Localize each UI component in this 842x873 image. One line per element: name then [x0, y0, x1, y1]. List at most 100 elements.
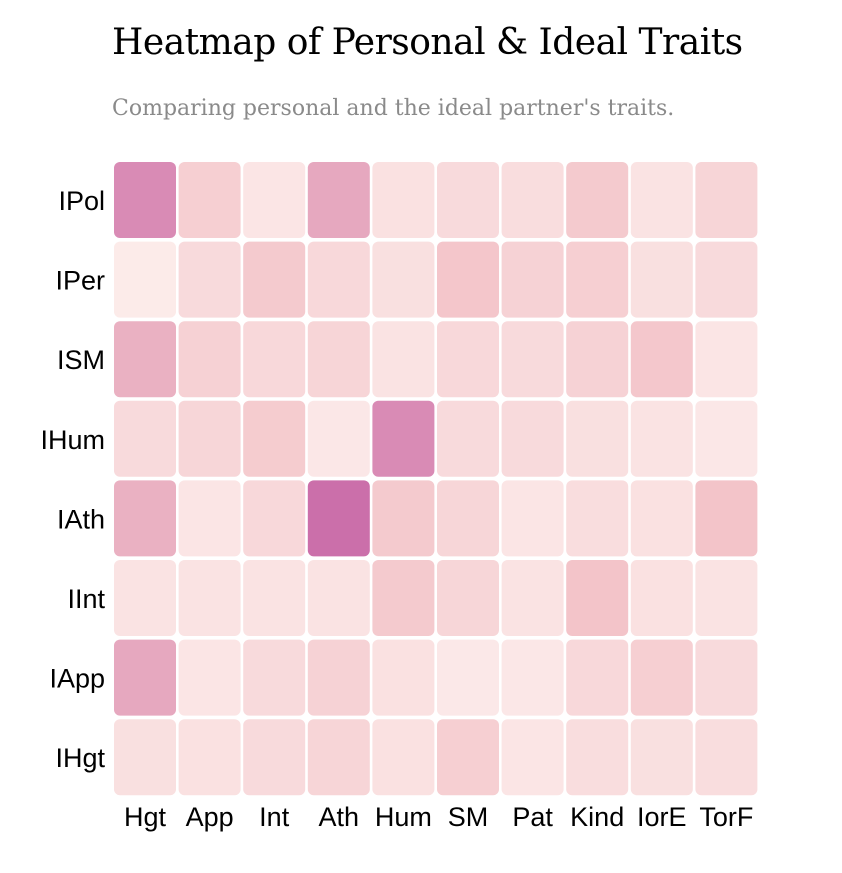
heatmap-cell-IPer-Ath — [307, 241, 370, 318]
heatmap-cell-IPer-Pat — [501, 241, 564, 318]
heatmap-cell-IInt-Int — [243, 560, 306, 636]
heatmap-cell-IAth-SM — [437, 480, 499, 557]
heatmap-cell-IHgt-IorE — [630, 719, 693, 796]
y-axis-labels: IPol IPer ISM IHum IAth IInt IApp IHgt — [40, 186, 105, 773]
heatmap-cell-IHgt-Hgt — [114, 719, 176, 796]
heatmap-cell-IAth-Int — [243, 480, 306, 557]
heatmap-cell-ISM-Ath — [307, 321, 370, 398]
heatmap-cell-IPol-IorE — [630, 162, 693, 238]
x-tick-label: IorE — [637, 802, 687, 832]
heatmap-cell-IPol-Int — [243, 162, 306, 238]
x-tick-label: Hgt — [124, 802, 167, 832]
heatmap-cell-IInt-Hum — [372, 560, 435, 636]
chart-subtitle: Comparing personal and the ideal partner… — [112, 96, 675, 121]
heatmap-cell-IApp-Ath — [307, 639, 370, 716]
heatmap-cell-IApp-Kind — [566, 639, 629, 716]
heatmap-cell-IHgt-Ath — [307, 719, 370, 796]
heatmap-cell-IHum-Int — [243, 400, 306, 477]
heatmap-cell-ISM-Int — [243, 321, 306, 398]
heatmap-cell-IApp-Hgt — [114, 639, 176, 716]
heatmap-cell-IHum-Kind — [566, 400, 629, 477]
heatmap-cell-IAth-Kind — [566, 480, 629, 557]
heatmap-cell-IPer-TorF — [695, 241, 758, 318]
heatmap-cell-IApp-SM — [437, 639, 499, 716]
heatmap-cell-IApp-Int — [243, 639, 306, 716]
heatmap-cell-IPer-Hgt — [114, 241, 176, 318]
x-tick-label: Pat — [512, 802, 553, 832]
heatmap-cell-IHum-Hgt — [114, 400, 176, 477]
heatmap-cell-ISM-Hum — [372, 321, 435, 398]
heatmap-cell-ISM-App — [178, 321, 241, 398]
heatmap-cell-ISM-TorF — [695, 321, 758, 398]
heatmap-cell-IApp-Hum — [372, 639, 435, 716]
x-tick-label: Ath — [319, 802, 360, 832]
heatmap-cell-ISM-IorE — [630, 321, 693, 398]
heatmap-cell-IAth-Pat — [501, 480, 564, 557]
y-tick-label: IAth — [57, 504, 105, 534]
heatmap-cell-IHum-TorF — [695, 400, 758, 477]
heatmap-cell-IPol-Hgt — [114, 162, 176, 238]
heatmap-cell-IPer-Hum — [372, 241, 435, 318]
x-axis-labels: Hgt App Int Ath Hum SM Pat Kind IorE TorF — [124, 802, 753, 832]
heatmap-cell-ISM-Pat — [501, 321, 564, 398]
heatmap-cell-IPol-Hum — [372, 162, 435, 238]
heatmap-cell-IApp-Pat — [501, 639, 564, 716]
y-tick-label: IHum — [40, 425, 105, 455]
heatmap-cell-IHgt-TorF — [695, 719, 758, 796]
heatmap-cell-IInt-Kind — [566, 560, 629, 636]
heatmap-cell-IHgt-Hum — [372, 719, 435, 796]
heatmap-cell-IAth-IorE — [630, 480, 693, 557]
heatmap-cell-IApp-IorE — [630, 639, 693, 716]
heatmap-cell-IInt-App — [178, 560, 241, 636]
y-tick-label: IPer — [55, 266, 105, 296]
heatmap-cell-IHum-App — [178, 400, 241, 477]
y-tick-label: ISM — [57, 345, 105, 375]
heatmap-cell-IPol-SM — [437, 162, 499, 238]
heatmap-cell-IHgt-Int — [243, 719, 306, 796]
heatmap-cell-IPer-Kind — [566, 241, 629, 318]
chart-title: Heatmap of Personal & Ideal Traits — [112, 22, 743, 63]
heatmap-cell-IInt-TorF — [695, 560, 758, 636]
heatmap-cell-IPol-Kind — [566, 162, 629, 238]
y-tick-label: IHgt — [55, 743, 105, 773]
heatmap-cell-ISM-Kind — [566, 321, 629, 398]
x-tick-label: App — [186, 802, 234, 832]
heatmap-cell-IApp-App — [178, 639, 241, 716]
heatmap-cell-IPol-App — [178, 162, 241, 238]
heatmap-cell-IInt-Pat — [501, 560, 564, 636]
heatmap-cell-IAth-Hum — [372, 480, 435, 557]
heatmap-cell-IPer-SM — [437, 241, 499, 318]
heatmap-cell-IAth-Ath — [307, 480, 370, 557]
x-tick-label: Kind — [570, 802, 624, 832]
heatmap-cell-IPer-App — [178, 241, 241, 318]
y-tick-label: IPol — [58, 186, 105, 216]
heatmap-cell-IHum-Pat — [501, 400, 564, 477]
heatmap-cell-IInt-IorE — [630, 560, 693, 636]
heatmap-cell-IPer-Int — [243, 241, 306, 318]
heatmap-cell-IPer-IorE — [630, 241, 693, 318]
heatmap-cell-IPol-Pat — [501, 162, 564, 238]
heatmap-cell-IAth-Hgt — [114, 480, 176, 557]
heatmap-cell-IHgt-Kind — [566, 719, 629, 796]
heatmap-cell-IHgt-App — [178, 719, 241, 796]
y-tick-label: IApp — [49, 664, 105, 694]
heatmap-cell-IHgt-SM — [437, 719, 499, 796]
x-tick-label: SM — [448, 802, 489, 832]
x-tick-label: Int — [259, 802, 290, 832]
x-tick-label: Hum — [375, 802, 432, 832]
heatmap-cell-IAth-App — [178, 480, 241, 557]
heatmap-cell-IInt-SM — [437, 560, 499, 636]
heatmap-cells — [114, 162, 758, 796]
heatmap-cell-ISM-SM — [437, 321, 499, 398]
heatmap-cell-IHgt-Pat — [501, 719, 564, 796]
heatmap-cell-IPol-Ath — [307, 162, 370, 238]
heatmap-cell-IHum-SM — [437, 400, 499, 477]
y-tick-label: IInt — [67, 584, 105, 614]
heatmap-cell-IApp-TorF — [695, 639, 758, 716]
heatmap-cell-IPol-TorF — [695, 162, 758, 238]
heatmap-cell-IHum-IorE — [630, 400, 693, 477]
heatmap-cell-ISM-Hgt — [114, 321, 176, 398]
heatmap-cell-IHum-Hum — [372, 400, 435, 477]
heatmap-cell-IAth-TorF — [695, 480, 758, 557]
